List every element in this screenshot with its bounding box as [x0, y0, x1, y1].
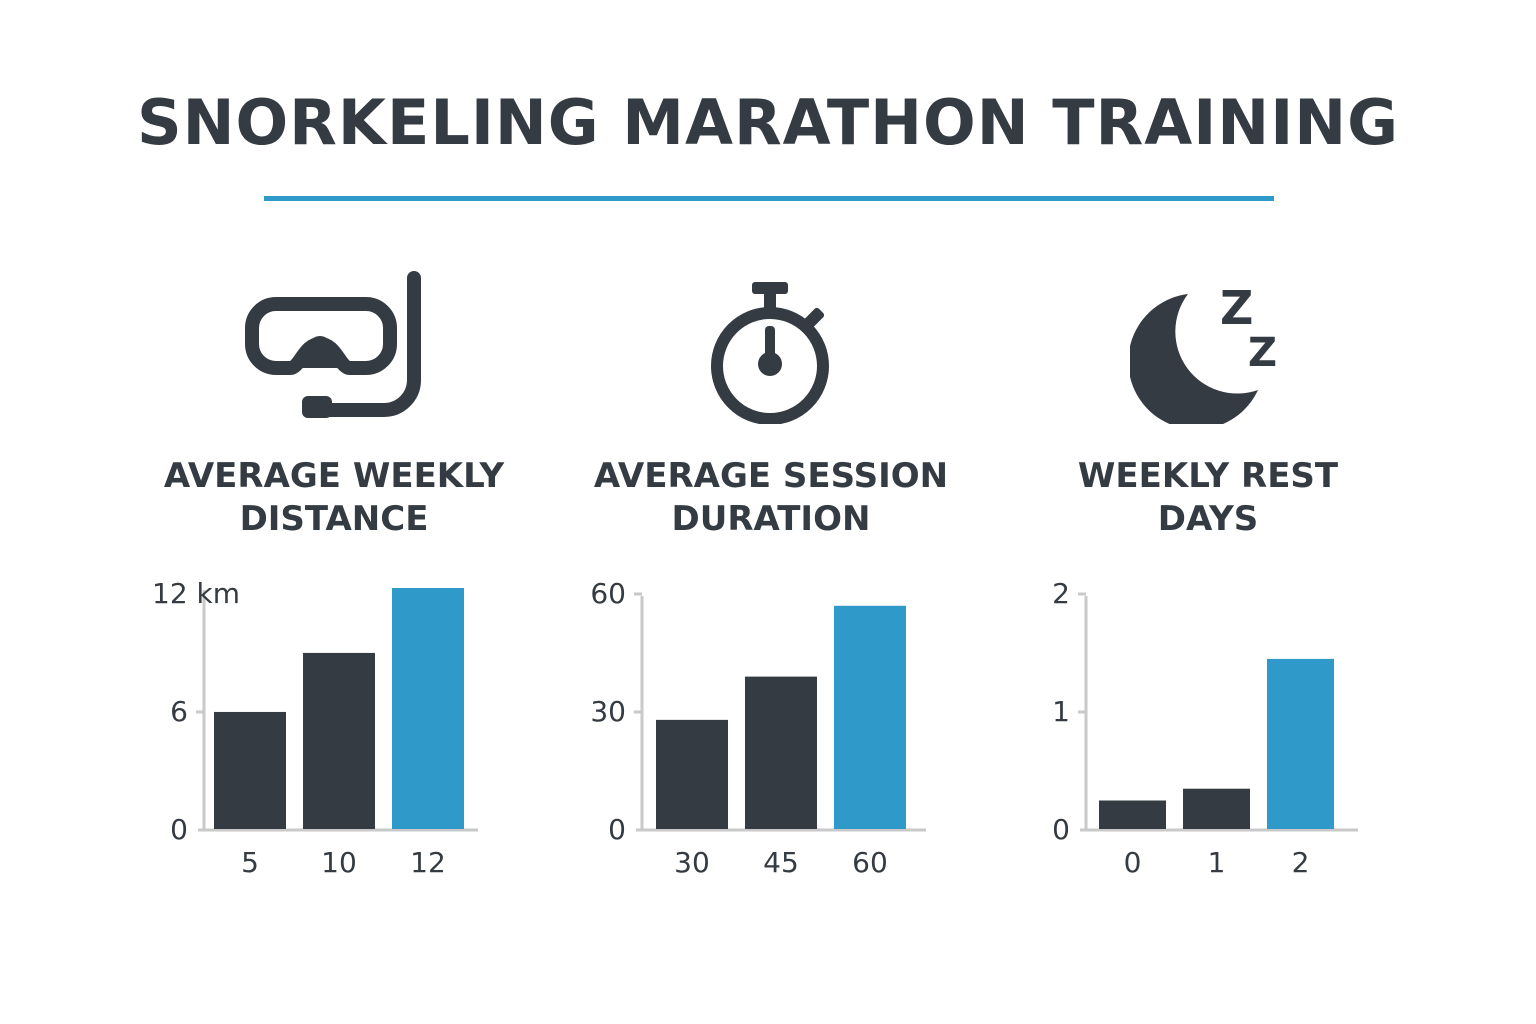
panel-title-rest: WEEKLY REST DAYS — [1008, 455, 1408, 541]
y-tick-label: 0 — [608, 813, 626, 846]
bar-10 — [303, 652, 375, 829]
bar-2 — [1267, 658, 1334, 829]
x-tick-label: 10 — [321, 846, 357, 879]
rest-days-bar-chart: 0 1 2 0 1 2 — [1052, 577, 1358, 879]
zzz-letter-large: Z — [1220, 281, 1253, 335]
bar-60 — [834, 605, 906, 829]
distance-bar-chart: 0 6 12 km 5 10 12 — [152, 577, 478, 879]
stopwatch-icon — [711, 282, 829, 424]
x-tick-label: 1 — [1208, 846, 1226, 879]
x-tick-label: 60 — [852, 846, 888, 879]
duration-bar-chart: 0 30 60 30 45 60 — [590, 577, 926, 879]
bar-12 — [392, 588, 464, 829]
moon-sleep-icon: Z Z — [1130, 281, 1277, 424]
page-title: SNORKELING MARATHON TRAINING — [136, 86, 1400, 159]
bar-1 — [1183, 788, 1250, 829]
x-tick-label: 5 — [241, 846, 259, 879]
y-tick-label: 6 — [170, 695, 188, 728]
panel-title-distance: AVERAGE WEEKLY DISTANCE — [134, 455, 534, 541]
panel-title-line: AVERAGE WEEKLY — [163, 456, 505, 496]
x-tick-label: 12 — [410, 846, 446, 879]
panel-title-line: DAYS — [1157, 499, 1259, 539]
x-tick-label: 2 — [1292, 846, 1310, 879]
x-tick-label: 30 — [674, 846, 710, 879]
y-tick-label: 12 km — [152, 577, 240, 610]
panel-title-line: WEEKLY REST — [1077, 456, 1339, 496]
panel-title-duration: AVERAGE SESSION DURATION — [571, 455, 971, 541]
y-tick-label: 0 — [1052, 813, 1070, 846]
bar-5 — [214, 711, 286, 829]
bar-45 — [745, 676, 817, 829]
y-tick-label: 30 — [590, 695, 626, 728]
panel-title-line: DURATION — [671, 499, 871, 539]
bar-0 — [1099, 800, 1166, 829]
y-tick-label: 60 — [590, 577, 626, 610]
bar-30 — [656, 719, 728, 829]
panel-title-line: DISTANCE — [239, 499, 429, 539]
x-tick-label: 0 — [1124, 846, 1142, 879]
y-tick-label: 2 — [1052, 577, 1070, 610]
y-tick-label: 1 — [1052, 695, 1070, 728]
y-tick-label: 0 — [170, 813, 188, 846]
x-tick-label: 45 — [763, 846, 799, 879]
snorkel-mask-icon — [245, 271, 421, 418]
title-underline — [264, 196, 1274, 201]
zzz-letter-small: Z — [1248, 330, 1277, 376]
panel-title-line: AVERAGE SESSION — [593, 456, 949, 496]
